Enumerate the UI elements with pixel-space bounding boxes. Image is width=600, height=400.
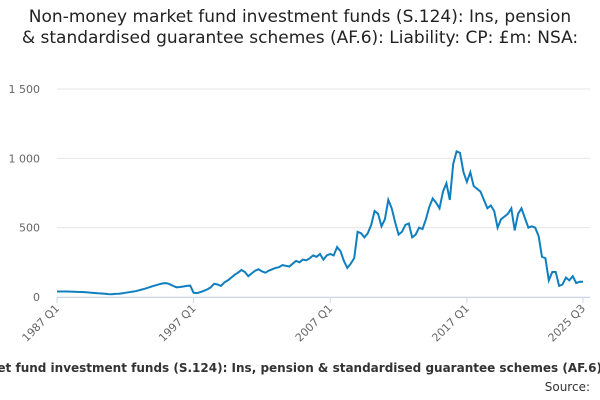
data-line — [57, 150, 583, 296]
x-tick-label: 1997 Q1 — [156, 302, 199, 345]
source: Source: — [545, 380, 590, 394]
chart-title: Non-money market fund investment funds (… — [22, 7, 578, 48]
x-tick-label: 2025 Q3 — [546, 302, 589, 345]
y-tick-label: 0 — [33, 291, 40, 304]
x-tick-label: 2007 Q1 — [293, 302, 336, 345]
x-tick-label: 1987 Q1 — [20, 302, 63, 345]
y-tick-label: 500 — [19, 222, 40, 235]
y-tick-label: 1 000 — [9, 152, 41, 165]
y-tick-label: 1 500 — [9, 83, 41, 96]
x-tick-label: 2017 Q1 — [429, 302, 472, 345]
chart-title-text: Non-money market fund investment funds (… — [22, 7, 578, 48]
legend-entry: Non-money market fund investment funds (… — [0, 361, 600, 375]
